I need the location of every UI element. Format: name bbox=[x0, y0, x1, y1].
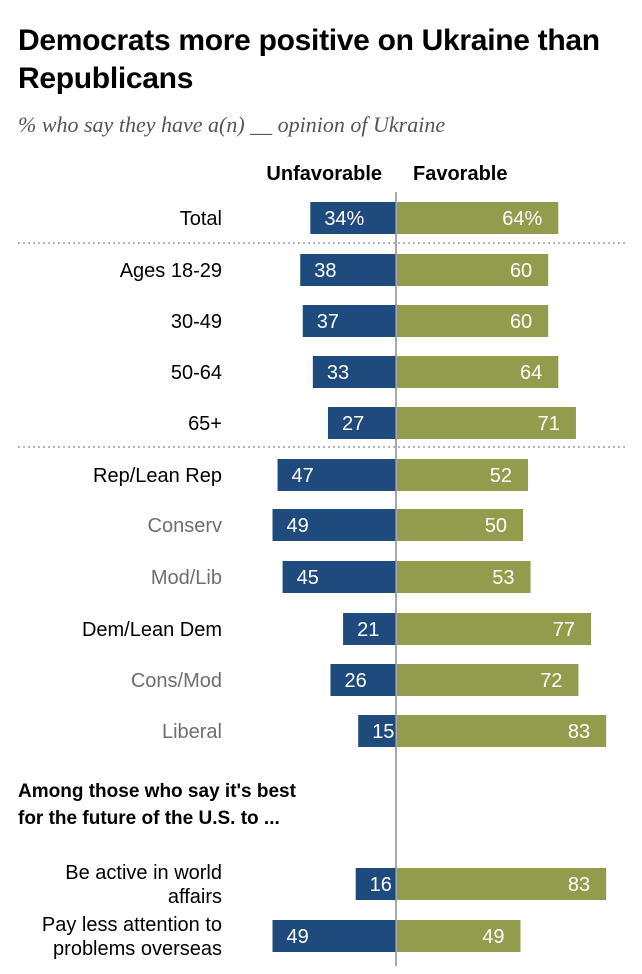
unfavorable-bar bbox=[272, 920, 396, 952]
favorable-value-label: 49 bbox=[482, 926, 504, 948]
bar-row: 34% 64% Total bbox=[180, 202, 559, 234]
unfavorable-value-label: 49 bbox=[287, 926, 309, 948]
favorable-value-label: 83 bbox=[568, 874, 590, 896]
favorable-bar bbox=[397, 356, 559, 388]
favorable-bar bbox=[397, 254, 549, 286]
unfavorable-value-label: 16 bbox=[370, 874, 392, 896]
favorable-bar bbox=[397, 509, 523, 541]
unfavorable-bar bbox=[358, 715, 396, 747]
unfavorable-value-label: 26 bbox=[344, 670, 366, 692]
unfavorable-value-label: 27 bbox=[342, 413, 364, 435]
favorable-bar bbox=[397, 868, 607, 900]
bar-row: 26 72 Cons/Mod bbox=[131, 664, 579, 696]
category-label: affairs bbox=[168, 886, 222, 908]
category-label: Total bbox=[180, 208, 222, 230]
favorable-bar bbox=[397, 459, 529, 491]
favorable-value-label: 60 bbox=[510, 260, 532, 282]
category-label: 50-64 bbox=[171, 362, 222, 384]
category-label: Be active in world bbox=[65, 862, 222, 884]
favorable-bar bbox=[397, 407, 576, 439]
favorable-bar bbox=[397, 664, 579, 696]
category-label: 30-49 bbox=[171, 311, 222, 333]
bar-row: 27 71 65+ bbox=[188, 407, 576, 439]
favorable-bar bbox=[397, 715, 607, 747]
unfavorable-value-label: 34% bbox=[324, 208, 364, 230]
section-label-line-1: Among those who say it's best bbox=[18, 781, 297, 802]
unfavorable-bar bbox=[300, 254, 396, 286]
unfavorable-header: Unfavorable bbox=[266, 163, 382, 185]
category-label: Ages 18-29 bbox=[120, 260, 222, 282]
favorable-value-label: 64 bbox=[520, 362, 542, 384]
bar-row: 47 52 Rep/Lean Rep bbox=[93, 459, 529, 491]
section-label-line-2: for the future of the U.S. to ... bbox=[18, 808, 280, 829]
bar-rows: 34% 64% Total 38 60 Ages 18-29 37 60 30-49 33 64 50… bbox=[42, 202, 607, 960]
unfavorable-value-label: 15 bbox=[372, 721, 394, 743]
unfavorable-bar bbox=[302, 305, 396, 337]
unfavorable-bar bbox=[312, 356, 396, 388]
favorable-value-label: 53 bbox=[492, 567, 514, 589]
unfavorable-bar bbox=[327, 407, 396, 439]
category-label: Rep/Lean Rep bbox=[93, 465, 222, 487]
favorable-bar bbox=[397, 202, 559, 234]
unfavorable-bar bbox=[343, 613, 396, 645]
favorable-header: Favorable bbox=[413, 163, 507, 185]
favorable-bar bbox=[397, 613, 592, 645]
category-label: Cons/Mod bbox=[131, 670, 222, 692]
unfavorable-value-label: 47 bbox=[292, 465, 314, 487]
unfavorable-value-label: 45 bbox=[297, 567, 319, 589]
favorable-value-label: 71 bbox=[538, 413, 560, 435]
favorable-bar bbox=[397, 920, 521, 952]
unfavorable-bar bbox=[272, 509, 396, 541]
section-dividers bbox=[18, 242, 628, 448]
bar-row: 38 60 Ages 18-29 bbox=[120, 254, 549, 286]
favorable-value-label: 60 bbox=[510, 311, 532, 333]
unfavorable-bar bbox=[277, 459, 396, 491]
unfavorable-bar bbox=[282, 561, 396, 593]
bar-row: 49 50 Conserv bbox=[148, 509, 523, 541]
favorable-value-label: 83 bbox=[568, 721, 590, 743]
unfavorable-value-label: 33 bbox=[327, 362, 349, 384]
category-label: Dem/Lean Dem bbox=[82, 619, 222, 641]
category-label: problems overseas bbox=[53, 938, 222, 960]
favorable-value-label: 77 bbox=[553, 619, 575, 641]
favorable-value-label: 72 bbox=[540, 670, 562, 692]
category-label: Mod/Lib bbox=[151, 567, 222, 589]
favorable-value-label: 50 bbox=[485, 515, 507, 537]
unfavorable-value-label: 37 bbox=[317, 311, 339, 333]
bar-row: 37 60 30-49 bbox=[171, 305, 549, 337]
unfavorable-value-label: 21 bbox=[357, 619, 379, 641]
favorable-value-label: 52 bbox=[490, 465, 512, 487]
category-label: Liberal bbox=[162, 721, 222, 743]
category-label: Pay less attention to bbox=[42, 914, 222, 936]
category-label: 65+ bbox=[188, 413, 222, 435]
bar-row: 45 53 Mod/Lib bbox=[151, 561, 531, 593]
unfavorable-value-label: 49 bbox=[287, 515, 309, 537]
diverging-bar-chart: Unfavorable Favorable 34% 64% Total 38 60 Age… bbox=[18, 163, 628, 966]
chart-title: Democrats more positive on Ukraine than … bbox=[18, 24, 600, 95]
bar-row: 15 83 Liberal bbox=[162, 715, 607, 747]
bar-row: 33 64 50-64 bbox=[171, 356, 559, 388]
chart-subtitle: % who say they have a(n) __ opinion of U… bbox=[18, 112, 446, 137]
category-label: Conserv bbox=[148, 515, 222, 537]
favorable-bar bbox=[397, 561, 531, 593]
bar-row: 21 77 Dem/Lean Dem bbox=[82, 613, 592, 645]
unfavorable-bar bbox=[310, 202, 396, 234]
favorable-value-label: 64% bbox=[502, 208, 542, 230]
unfavorable-bar bbox=[330, 664, 396, 696]
unfavorable-bar bbox=[355, 868, 396, 900]
favorable-bar bbox=[397, 305, 549, 337]
unfavorable-value-label: 38 bbox=[314, 260, 336, 282]
